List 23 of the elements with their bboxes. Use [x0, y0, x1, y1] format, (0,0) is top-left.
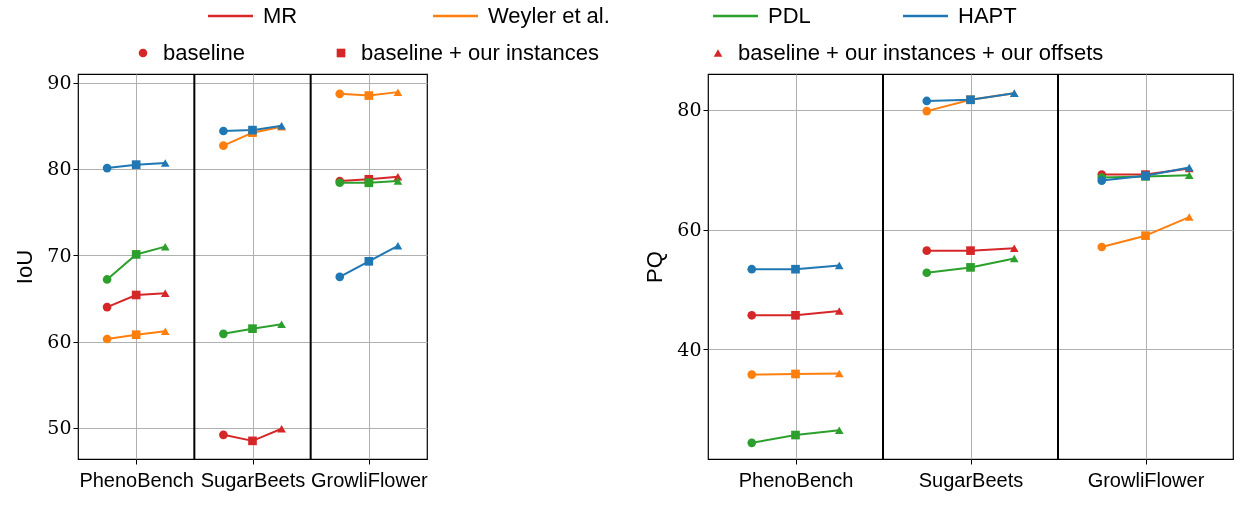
x-tick-label: GrowliFlower — [1087, 468, 1205, 491]
y-tick-label: 80 — [677, 98, 702, 121]
y-axis-title: PQ — [642, 251, 668, 283]
x-tick-label: GrowliFlower — [310, 468, 429, 491]
legend-label: baseline — [163, 40, 245, 65]
legend-label: Weyler et al. — [488, 3, 610, 28]
y-tick-label: 60 — [47, 330, 72, 353]
y-tick-label: 60 — [677, 218, 702, 241]
x-tick-label: PhenoBench — [79, 468, 194, 491]
y-tick-label: 40 — [677, 337, 702, 360]
y-tick-label: 70 — [47, 243, 72, 266]
y-tick-label: 50 — [47, 416, 72, 439]
x-tick-label: SugarBeets — [918, 468, 1024, 491]
x-tick-label: SugarBeets — [200, 468, 306, 491]
legend-label: HAPT — [958, 3, 1017, 28]
y-tick-label: 80 — [47, 157, 72, 180]
legend-label: baseline + our instances + our offsets — [738, 40, 1104, 65]
x-tick-label: PhenoBench — [738, 468, 854, 491]
y-tick-label: 90 — [47, 71, 72, 94]
legend-label: PDL — [768, 3, 811, 28]
legend-label: baseline + our instances — [361, 40, 599, 65]
y-axis-title: IoU — [12, 249, 38, 285]
legend-label: MR — [263, 3, 298, 28]
